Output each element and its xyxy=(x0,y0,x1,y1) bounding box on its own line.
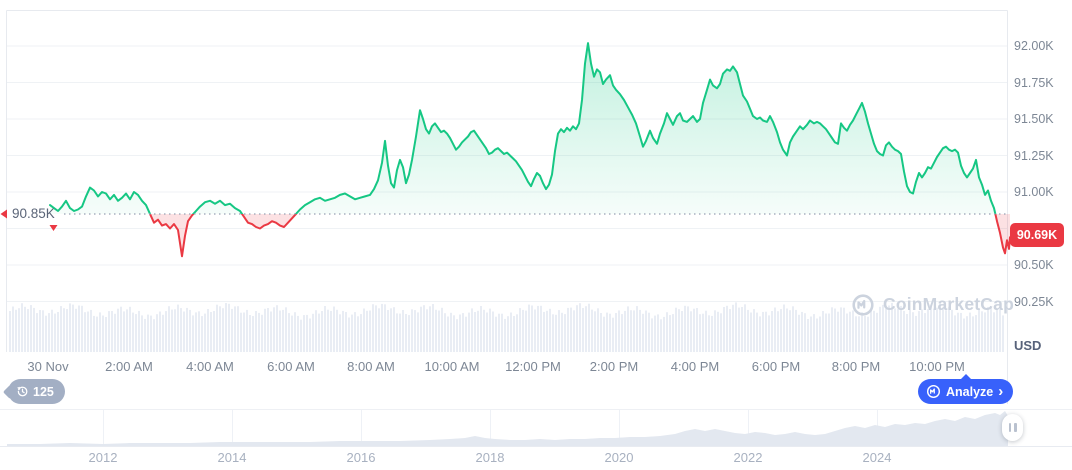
minimap-year-label: 2018 xyxy=(475,450,505,465)
minimap-scrubber[interactable] xyxy=(0,409,1072,447)
price-down-caret-icon xyxy=(49,225,58,231)
minimap-year-label: 2024 xyxy=(862,450,892,465)
x-axis-tick-label: 8:00 PM xyxy=(831,359,881,374)
x-axis-tick-label: 4:00 AM xyxy=(186,359,234,374)
open-price-label: 90.85K xyxy=(12,206,55,221)
scrubber-handle[interactable] xyxy=(1002,414,1023,441)
x-axis-tick-label: 6:00 AM xyxy=(267,359,315,374)
x-axis-tick-label: 2:00 AM xyxy=(105,359,153,374)
minimap-year-label: 2014 xyxy=(217,450,247,465)
y-axis-tick-label: 90.25K xyxy=(1014,295,1054,309)
currency-unit-label: USD xyxy=(1014,338,1042,353)
minimap-year-label: 2022 xyxy=(733,450,763,465)
x-axis-tick-label: 8:00 AM xyxy=(347,359,395,374)
minimap-year-label: 2020 xyxy=(604,450,634,465)
y-axis-tick-label: 91.50K xyxy=(1014,112,1054,126)
price-area-down xyxy=(50,214,1011,258)
price-area-up xyxy=(49,42,1010,214)
analyze-label: Analyze xyxy=(946,384,994,399)
minimap-year-label: 2016 xyxy=(346,450,376,465)
history-count-chip[interactable]: 125 xyxy=(8,379,65,404)
history-clock-icon xyxy=(17,386,28,397)
x-axis-tick-label: 6:00 PM xyxy=(751,359,801,374)
x-axis-tick-label: 30 Nov xyxy=(27,359,69,374)
history-count: 125 xyxy=(33,384,54,399)
watermark-text: CoinMarketCap xyxy=(883,294,1014,314)
x-axis-tick-label: 10:00 PM xyxy=(909,359,965,374)
y-axis-tick-label: 91.00K xyxy=(1014,185,1054,199)
x-axis-tick-label: 12:00 PM xyxy=(505,359,561,374)
y-axis-tick-label: 90.50K xyxy=(1014,258,1054,272)
x-axis-tick-label: 2:00 PM xyxy=(589,359,639,374)
coinmarketcap-watermark: CoinMarketCap xyxy=(851,292,1014,317)
minimap-year-label: 2012 xyxy=(88,450,118,465)
volume-bars xyxy=(9,302,1004,352)
current-price-badge: 90.69K xyxy=(1010,223,1064,247)
x-axis-tick-label: 10:00 AM xyxy=(424,359,480,374)
y-axis-tick-label: 91.75K xyxy=(1014,76,1054,90)
open-price-edge-marker xyxy=(0,209,7,219)
y-axis-tick-label: 91.25K xyxy=(1014,149,1054,163)
y-axis-tick-label: 92.00K xyxy=(1014,39,1054,53)
minimap-history-area xyxy=(7,411,1008,446)
coinmarketcap-logo-icon xyxy=(926,384,941,399)
chevron-right-icon: › xyxy=(998,382,1004,400)
analyze-button[interactable]: Analyze › xyxy=(918,379,1014,404)
coinmarketcap-logo-icon xyxy=(852,293,874,316)
x-axis-tick-label: 4:00 PM xyxy=(670,359,720,374)
